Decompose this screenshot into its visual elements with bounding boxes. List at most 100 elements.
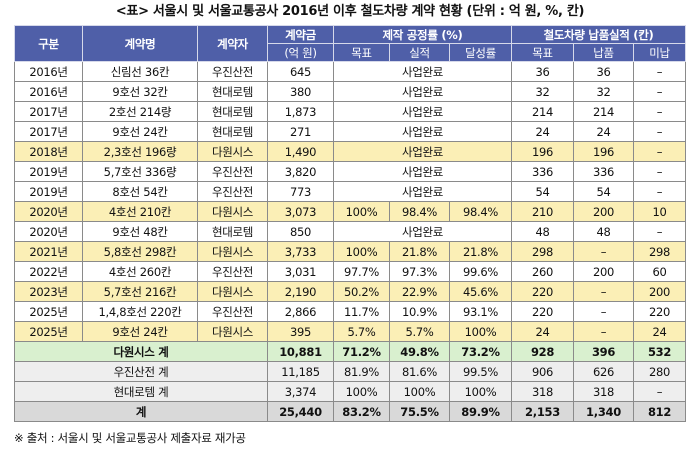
cell-progress-target: 97.7%: [333, 261, 390, 282]
cell-progress-target: 50.2%: [333, 281, 390, 302]
source-note: ※ 출처 : 서울시 및 서울교통공사 제출자료 재가공: [14, 431, 246, 445]
cell-year: 2020년: [14, 221, 83, 242]
cell-contractor: 현대로템: [197, 221, 268, 242]
cell-delivered: 1,340: [573, 401, 634, 422]
table-row: 2019년 8호선 54칸 우진산전 773 사업완료 54 54–: [14, 181, 687, 202]
cell-amount: 3,374: [267, 381, 334, 402]
cell-achievement: 99.6%: [449, 261, 512, 282]
cell-delivered: 214: [573, 101, 634, 122]
cell-amount: 380: [267, 81, 334, 102]
cell-year: 2025년: [14, 301, 83, 322]
cell-status-completed: 사업완료: [333, 161, 512, 182]
cell-contract-name: 2,3호선 196량: [82, 141, 198, 162]
cell-contract-name: 9호선 24칸: [82, 321, 198, 342]
cell-contractor: 현대로템: [197, 101, 268, 122]
cell-contract-name: 4호선 260칸: [82, 261, 198, 282]
header-actual: 실적: [389, 43, 450, 62]
cell-delivery-target: 2,153: [511, 401, 574, 422]
header-delivery-target: 목표: [511, 43, 574, 62]
cell-delivery-target: 24: [511, 321, 574, 342]
cell-delivered: 24: [573, 121, 634, 142]
header-amount-line2: (억 원): [267, 43, 334, 62]
cell-delivery-target: 32: [511, 81, 574, 102]
cell-delivery-target: 336: [511, 161, 574, 182]
cell-progress-target: 100%: [333, 381, 390, 402]
cell-progress-target: 5.7%: [333, 321, 390, 342]
table-title: <표> 서울시 및 서울교통공사 2016년 이후 철도차량 계약 현황 (단위…: [115, 4, 585, 19]
cell-delivered: 200: [573, 201, 634, 222]
cell-year: 2016년: [14, 81, 83, 102]
cell-amount: 645: [267, 61, 334, 82]
cell-undelivered: –: [632, 221, 687, 242]
cell-contractor: 다원시스: [197, 201, 268, 222]
cell-delivered: 48: [573, 221, 634, 242]
cell-delivery-target: 220: [511, 301, 574, 322]
cell-amount: 773: [267, 181, 334, 202]
cell-amount: 2,866: [267, 301, 334, 322]
cell-year: 2025년: [14, 321, 83, 342]
cell-subtotal-label: 다원시스 계: [14, 341, 268, 362]
cell-year: 2019년: [14, 181, 83, 202]
cell-contractor: 우진산전: [197, 301, 268, 322]
cell-progress-actual: 81.6%: [389, 361, 450, 382]
cell-amount: 10,881: [267, 341, 334, 362]
cell-subtotal-label: 현대로템 계: [14, 381, 268, 402]
cell-undelivered: –: [632, 101, 687, 122]
cell-contractor: 다원시스: [197, 321, 268, 342]
cell-achievement: 73.2%: [449, 341, 512, 362]
cell-progress-actual: 100%: [389, 381, 450, 402]
table-row: 2022년 4호선 260칸 우진산전 3,031 97.7% 97.3% 99.6% 260…: [14, 261, 687, 282]
cell-contractor: 현대로템: [197, 81, 268, 102]
cell-progress-actual: 22.9%: [389, 281, 450, 302]
cell-year: 2022년: [14, 261, 83, 282]
cell-delivered: –: [573, 281, 634, 302]
cell-contractor: 우진산전: [197, 61, 268, 82]
cell-delivered: 626: [573, 361, 634, 382]
cell-delivered: 200: [573, 261, 634, 282]
cell-year: 2017년: [14, 101, 83, 122]
cell-achievement: 99.5%: [449, 361, 512, 382]
cell-delivery-target: 220: [511, 281, 574, 302]
cell-status-completed: 사업완료: [333, 81, 512, 102]
cell-year: 2018년: [14, 141, 83, 162]
cell-achievement: 21.8%: [449, 241, 512, 262]
cell-contractor: 우진산전: [197, 161, 268, 182]
cell-progress-target: 83.2%: [333, 401, 390, 422]
cell-contract-name: 9호선 24칸: [82, 121, 198, 142]
cell-year: 2021년: [14, 241, 83, 262]
cell-delivered: –: [573, 321, 634, 342]
table-row: 2017년 2호선 214량 현대로템 1,873 사업완료 214 214–: [14, 101, 687, 122]
table-row: 2018년 2,3호선 196량 다원시스 1,490 사업완료 196 196–: [14, 141, 687, 162]
cell-amount: 2,190: [267, 281, 334, 302]
cell-delivered: 36: [573, 61, 634, 82]
table-row: 2025년 9호선 24칸 다원시스 395 5.7% 5.7% 100% 24–24: [14, 321, 687, 342]
subtotal-row: 우진산전 계 11,185 81.9% 81.6% 99.5% 906 626 280: [14, 361, 687, 382]
table-row: 2016년 9호선 32칸 현대로템 380 사업완료 32 32–: [14, 81, 687, 102]
cell-status-completed: 사업완료: [333, 181, 512, 202]
cell-achievement: 100%: [449, 321, 512, 342]
cell-contract-name: 2호선 214량: [82, 101, 198, 122]
cell-contract-name: 9호선 48칸: [82, 221, 198, 242]
cell-amount: 3,031: [267, 261, 334, 282]
cell-amount: 395: [267, 321, 334, 342]
table-row: 2017년 9호선 24칸 현대로템 271 사업완료 24 24–: [14, 121, 687, 142]
cell-delivered: 32: [573, 81, 634, 102]
cell-undelivered: 10: [632, 201, 687, 222]
cell-delivery-target: 210: [511, 201, 574, 222]
cell-delivered: –: [573, 301, 634, 322]
cell-achievement: 98.4%: [449, 201, 512, 222]
cell-undelivered: –: [632, 121, 687, 142]
cell-delivery-target: 196: [511, 141, 574, 162]
header-target: 목표: [333, 43, 390, 62]
header-contract-name: 계약명: [82, 25, 198, 62]
cell-amount: 3,073: [267, 201, 334, 222]
table-row: 2021년 5,8호선 298칸 다원시스 3,733 100% 21.8% 21.8% 29…: [14, 241, 687, 262]
railcar-contract-table: 구분 계약명 계약자 계약금 제작 공정률 (%) 철도차량 납품실적 (칸) …: [14, 25, 687, 422]
cell-delivery-target: 48: [511, 221, 574, 242]
cell-undelivered: 200: [632, 281, 687, 302]
cell-contract-name: 8호선 54칸: [82, 181, 198, 202]
table-row: 2020년 4호선 210칸 다원시스 3,073 100% 98.4% 98.4% 210 2…: [14, 201, 687, 222]
cell-contract-name: 신림선 36칸: [82, 61, 198, 82]
cell-amount: 1,873: [267, 101, 334, 122]
cell-progress-target: 71.2%: [333, 341, 390, 362]
